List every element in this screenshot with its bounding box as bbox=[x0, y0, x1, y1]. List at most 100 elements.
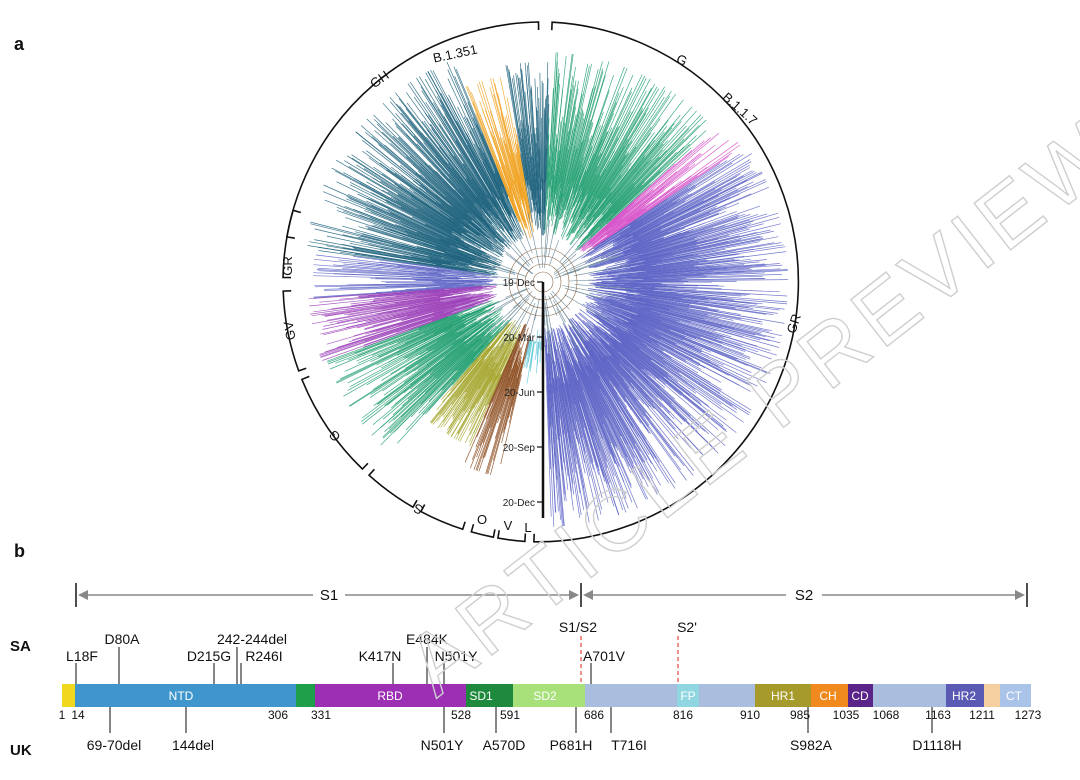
tree-branch bbox=[589, 130, 707, 239]
tree-branch bbox=[416, 261, 475, 272]
tree-branch bbox=[609, 343, 706, 432]
tree-internal-branch bbox=[544, 209, 549, 258]
phylogenetic-tree-panel: 19-Dec 20-Mar 20-Jun 20-Sep 20-Dec GH B.… bbox=[280, 21, 804, 543]
tree-branch bbox=[560, 92, 620, 237]
tree-branch bbox=[403, 309, 492, 359]
tree-branch bbox=[396, 103, 489, 216]
tree-branch bbox=[402, 262, 490, 276]
tree-branch bbox=[373, 114, 510, 250]
tree-branch bbox=[644, 306, 756, 336]
tree-branch bbox=[518, 128, 529, 185]
tree-branch bbox=[326, 235, 466, 266]
tree-branch bbox=[613, 335, 727, 421]
tree-branch bbox=[528, 62, 539, 214]
position-label: 686 bbox=[584, 708, 604, 722]
tree-branch bbox=[602, 143, 664, 214]
tree-branch bbox=[593, 341, 680, 446]
tree-branch bbox=[391, 166, 461, 220]
tree-branch bbox=[476, 196, 505, 232]
tree-branch bbox=[598, 91, 672, 200]
tree-branch bbox=[565, 111, 632, 238]
tree-branch bbox=[598, 305, 656, 330]
tree-branch bbox=[603, 357, 695, 472]
tree-branch bbox=[415, 333, 455, 357]
tree-internal-branch bbox=[493, 266, 515, 274]
tree-branch bbox=[489, 377, 518, 475]
clade-arc bbox=[496, 530, 527, 543]
tree-branch bbox=[551, 53, 573, 217]
tree-branch bbox=[451, 346, 496, 405]
domain-segment bbox=[466, 684, 513, 707]
tree-branch bbox=[572, 146, 593, 199]
tree-branch bbox=[448, 162, 483, 206]
tree-branch bbox=[559, 93, 583, 200]
tree-branch bbox=[513, 75, 529, 180]
tree-branch bbox=[394, 334, 480, 405]
tree-branch bbox=[526, 340, 533, 369]
tree-branch bbox=[567, 360, 606, 482]
tree-branch bbox=[349, 197, 457, 246]
tree-branch bbox=[453, 155, 513, 239]
tree-branches bbox=[307, 52, 789, 527]
tree-branch bbox=[440, 210, 493, 248]
tree-branch bbox=[566, 335, 618, 447]
tree-branch bbox=[582, 166, 690, 251]
tree-branch bbox=[499, 358, 519, 414]
tree-branch bbox=[545, 336, 551, 428]
tree-branch bbox=[561, 364, 580, 444]
tree-branch bbox=[401, 123, 475, 205]
tree-branch bbox=[596, 274, 704, 280]
tree-branch bbox=[592, 297, 714, 335]
tree-branch bbox=[385, 199, 461, 240]
tree-branch bbox=[631, 334, 669, 357]
tree-branch bbox=[388, 332, 491, 430]
tree-branch bbox=[555, 113, 585, 230]
tree-branch bbox=[613, 189, 738, 250]
domain-segment bbox=[873, 684, 946, 707]
tree-branch bbox=[357, 262, 475, 276]
tree-branch bbox=[425, 329, 493, 393]
tree-branch bbox=[443, 116, 491, 195]
tree-internal-branch bbox=[556, 308, 578, 350]
tree-branch bbox=[374, 293, 472, 310]
tree-branch bbox=[382, 325, 493, 420]
tree-branch bbox=[366, 207, 483, 257]
tree-branch bbox=[316, 254, 452, 272]
tree-branch bbox=[428, 255, 468, 266]
tree-branch bbox=[635, 181, 754, 239]
tree-branch bbox=[613, 153, 752, 239]
tree-branch bbox=[557, 358, 588, 509]
tree-branch bbox=[593, 366, 658, 472]
tree-branch bbox=[478, 152, 511, 217]
tree-branch bbox=[575, 313, 629, 367]
tree-branch bbox=[561, 119, 591, 219]
tree-branch bbox=[371, 192, 459, 239]
tree-branch bbox=[505, 346, 521, 390]
tree-branch bbox=[574, 377, 611, 484]
tree-branch bbox=[335, 312, 464, 364]
tree-branch bbox=[545, 340, 556, 513]
tree-branch bbox=[620, 239, 742, 266]
tree-branch bbox=[587, 162, 632, 222]
tree-branch bbox=[572, 127, 618, 221]
tree-branch bbox=[574, 333, 598, 372]
tree-branch bbox=[584, 361, 635, 458]
tree-branch bbox=[582, 320, 688, 421]
tree-branch bbox=[611, 237, 663, 257]
tree-branch bbox=[417, 231, 460, 249]
sa-mutation-label: N501Y bbox=[435, 648, 478, 664]
tree-branch bbox=[467, 139, 500, 201]
tree-branch bbox=[610, 355, 703, 455]
tree-branch bbox=[448, 154, 503, 228]
tree-branch bbox=[455, 140, 512, 232]
tree-branch bbox=[500, 374, 522, 465]
tree-branch bbox=[497, 160, 524, 230]
tree-branch bbox=[558, 384, 573, 473]
tree-branch bbox=[324, 297, 440, 317]
tree-branch bbox=[551, 383, 565, 526]
tree-internal-branch bbox=[545, 296, 554, 342]
tree-branch bbox=[364, 131, 482, 231]
tree-branch bbox=[397, 186, 467, 233]
tree-branch bbox=[581, 153, 701, 251]
tree-branch bbox=[428, 342, 490, 411]
